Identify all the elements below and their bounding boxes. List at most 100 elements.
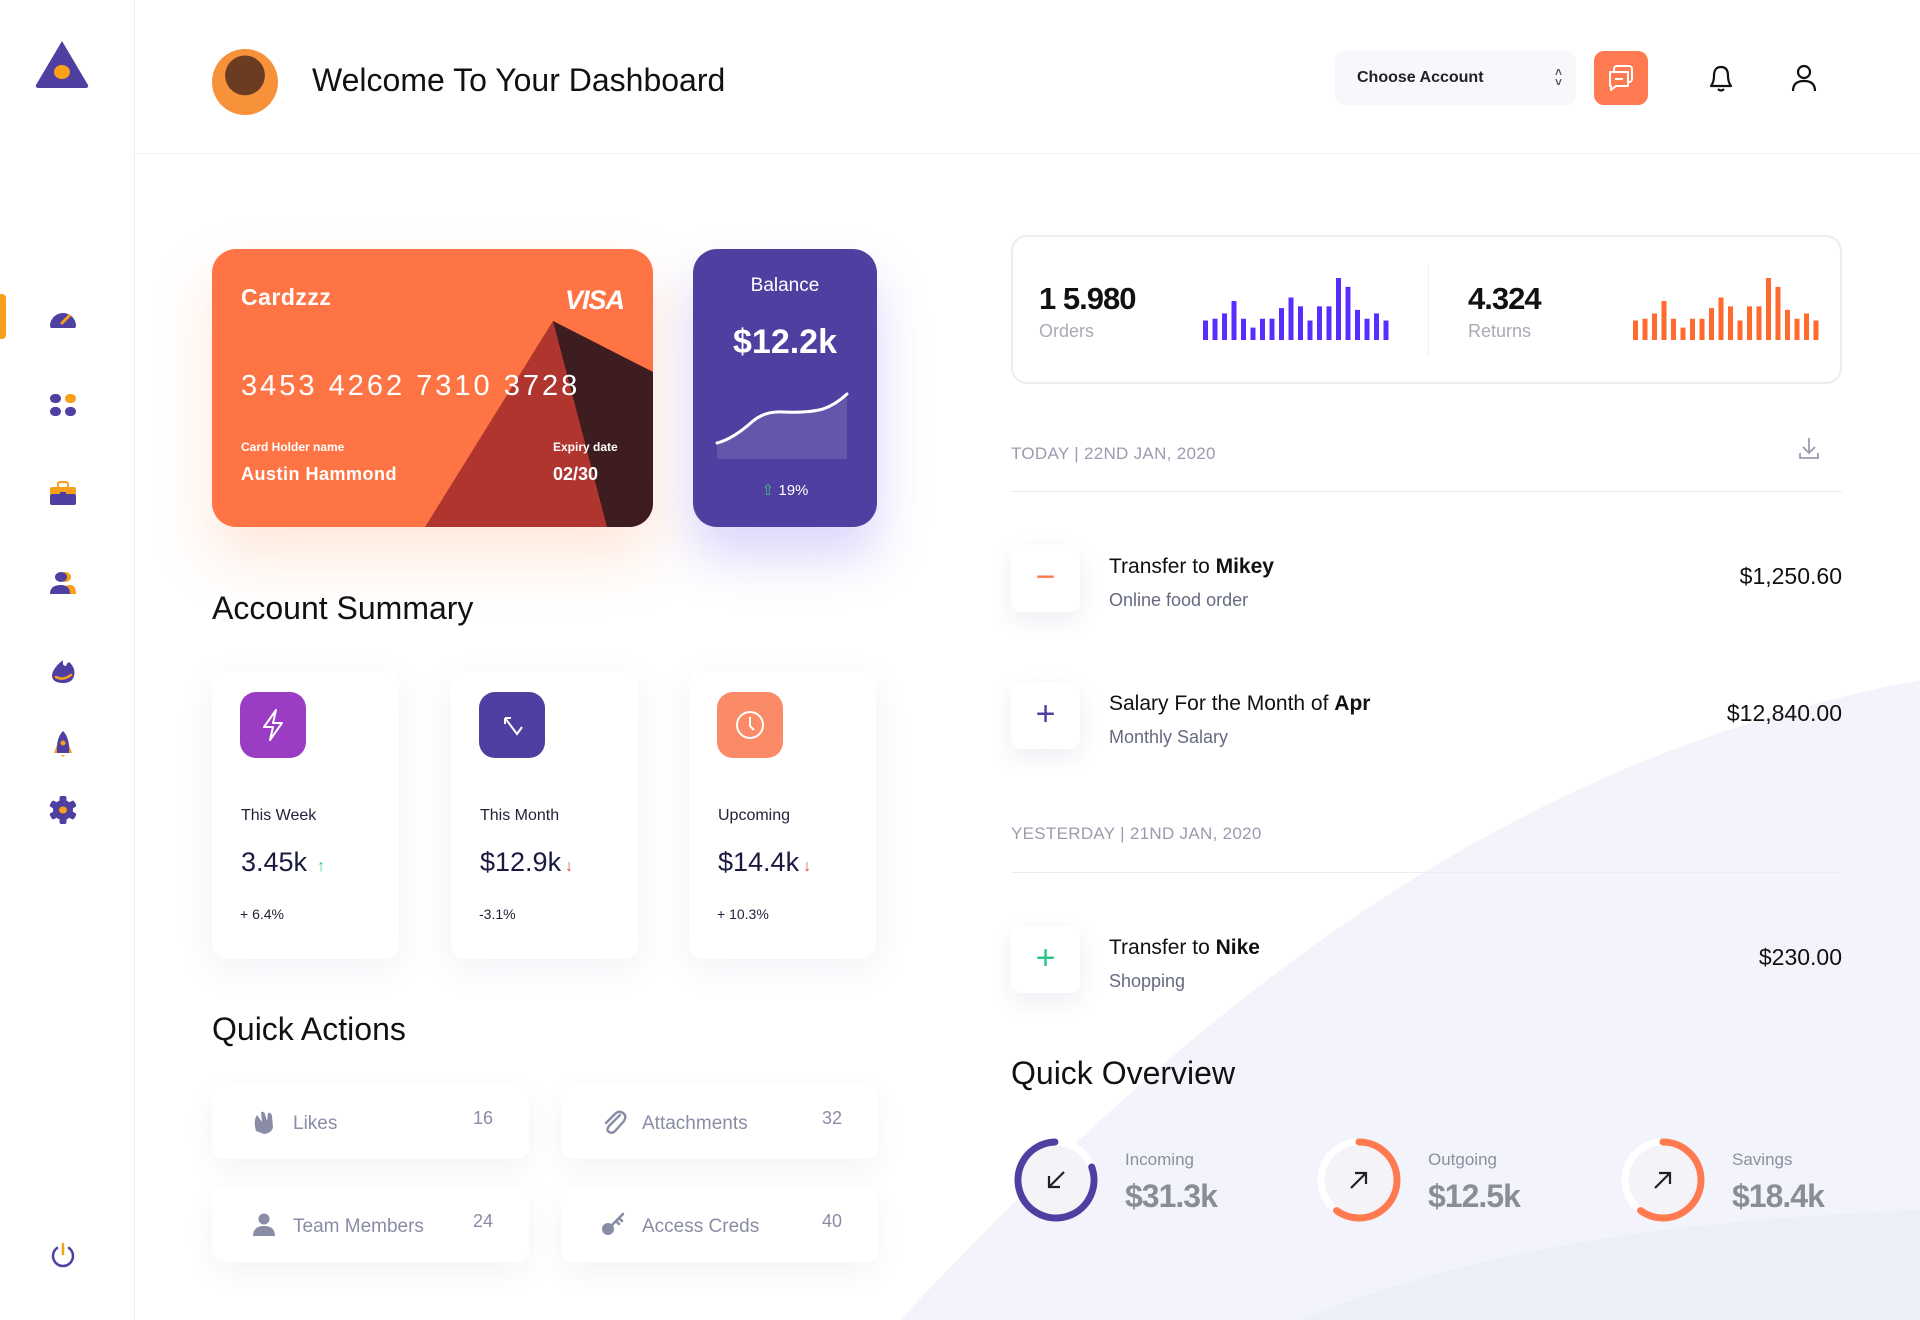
- bar: [1680, 327, 1686, 340]
- balance-value: $12.2k: [733, 323, 837, 361]
- card-holder: Austin Hammond: [241, 464, 398, 484]
- orders-label: Orders: [1039, 321, 1095, 341]
- chat-icon: [1609, 65, 1633, 91]
- bar: [1775, 286, 1781, 340]
- bar: [1250, 327, 1256, 340]
- title-prefix: Transfer to: [1109, 555, 1216, 578]
- rocket-icon[interactable]: [48, 729, 78, 759]
- bar: [1699, 318, 1705, 340]
- orders-returns-card: 1 5.980 Orders 4.324 Returns: [1011, 235, 1842, 384]
- bar: [1336, 278, 1341, 340]
- card-name: Cardzzz: [241, 284, 332, 310]
- minus-icon: −: [1011, 545, 1080, 612]
- bar: [1661, 301, 1667, 340]
- bar: [1345, 286, 1351, 340]
- bar: [1298, 306, 1303, 340]
- progress-ring: [1621, 1138, 1705, 1222]
- divider: [1011, 491, 1842, 492]
- power-icon[interactable]: [48, 1240, 78, 1270]
- summary-value: $14.4k ↓: [718, 847, 811, 878]
- transaction-subtitle: Online food order: [1109, 590, 1249, 610]
- overview-label: Savings: [1732, 1150, 1793, 1169]
- balance-label: Balance: [750, 275, 820, 296]
- summary-card[interactable]: This Month $12.9k ↓ -3.1%: [451, 671, 638, 959]
- bar: [1756, 306, 1762, 340]
- bar: [1203, 320, 1208, 340]
- quick-action-label: Likes: [293, 1113, 338, 1134]
- bar: [1241, 318, 1246, 340]
- bar: [1633, 320, 1638, 340]
- header-divider: [135, 153, 1920, 154]
- bar: [1212, 318, 1218, 340]
- summary-change: + 6.4%: [240, 906, 284, 922]
- arrow-up-icon: ⇧: [761, 482, 775, 499]
- fire-icon[interactable]: [48, 656, 78, 686]
- bar: [1642, 318, 1648, 340]
- quick-action-count: 24: [472, 1211, 493, 1231]
- bell-icon[interactable]: [1706, 62, 1736, 94]
- bar: [1364, 318, 1370, 340]
- lightning-icon: [240, 692, 306, 758]
- page-title: Welcome To Your Dashboard: [312, 62, 726, 98]
- bar: [1813, 320, 1819, 340]
- bar: [1747, 306, 1752, 340]
- yesterday-label: YESTERDAY | 21ND JAN, 2020: [1011, 824, 1262, 843]
- bar: [1794, 318, 1800, 340]
- chevron-updown-icon: ˄ ˅: [1554, 65, 1562, 89]
- transaction-subtitle: Shopping: [1109, 971, 1186, 991]
- overview-label: Outgoing: [1428, 1150, 1497, 1169]
- quick-action-access-creds[interactable]: Access Creds 40: [561, 1187, 878, 1262]
- plus-icon: +: [1011, 682, 1080, 749]
- quick-action-attachments[interactable]: Attachments 32: [561, 1084, 878, 1159]
- summary-card[interactable]: Upcoming $14.4k ↓ + 10.3%: [689, 671, 876, 959]
- title-bold: Mikey: [1215, 555, 1274, 578]
- settings-gear-icon[interactable]: [48, 795, 78, 825]
- download-icon[interactable]: [1780, 428, 1838, 472]
- summary-label: Upcoming: [718, 807, 791, 824]
- logo-icon[interactable]: [33, 38, 91, 90]
- user-profile-icon[interactable]: [1789, 62, 1819, 94]
- trend-up-icon: ↑: [317, 858, 326, 875]
- trend-down-icon: ↓: [803, 858, 812, 875]
- balance-card[interactable]: Balance $12.2k ⇧ 19%: [693, 249, 877, 527]
- balance-sparkline: [715, 392, 849, 459]
- quick-action-team-members[interactable]: Team Members 24: [212, 1187, 529, 1262]
- bar: [1222, 313, 1227, 340]
- today-label: TODAY | 22ND JAN, 2020: [1011, 444, 1216, 463]
- bar: [1317, 306, 1322, 340]
- card-holder-label: Card Holder name: [241, 440, 345, 454]
- arrow-up-left-down-icon: [479, 692, 545, 758]
- bar: [1709, 308, 1714, 340]
- bar: [1279, 308, 1284, 340]
- overview-value: $31.3k: [1125, 1178, 1218, 1214]
- bar: [1718, 297, 1724, 340]
- avatar[interactable]: [212, 49, 278, 115]
- orders-bar-chart: [1203, 278, 1389, 340]
- returns-label: Returns: [1468, 321, 1532, 341]
- credit-card[interactable]: Cardzzz VISA 3453 4262 7310 3728 Card Ho…: [212, 249, 653, 527]
- card-number: 3453 4262 7310 3728: [241, 370, 581, 402]
- dashboard-gauge-icon[interactable]: [48, 302, 78, 332]
- summary-change: -3.1%: [479, 906, 516, 922]
- visa-logo: VISA: [564, 285, 625, 315]
- returns-value: 4.324: [1468, 281, 1542, 316]
- paperclip-icon: [604, 1110, 627, 1134]
- apps-grid-icon[interactable]: [48, 390, 78, 420]
- choose-account-select[interactable]: Choose Account ˄ ˅: [1335, 51, 1576, 105]
- users-icon[interactable]: [48, 568, 78, 598]
- quick-action-likes[interactable]: Likes 16: [212, 1084, 529, 1159]
- summary-card[interactable]: This Week 3.45k ↑ + 6.4%: [212, 671, 399, 959]
- plus-icon: +: [1011, 926, 1080, 993]
- bar: [1269, 318, 1275, 340]
- bar: [1307, 320, 1313, 340]
- clock-icon: [717, 692, 783, 758]
- bar: [1288, 297, 1294, 340]
- returns-bar-chart: [1633, 278, 1819, 340]
- bar: [1326, 306, 1332, 340]
- progress-ring: [1317, 1138, 1401, 1222]
- bar: [1652, 313, 1657, 340]
- briefcase-icon[interactable]: [48, 479, 78, 509]
- chat-button[interactable]: [1594, 51, 1648, 105]
- balance-change-value: 19%: [778, 482, 809, 499]
- summary-change: + 10.3%: [717, 906, 769, 922]
